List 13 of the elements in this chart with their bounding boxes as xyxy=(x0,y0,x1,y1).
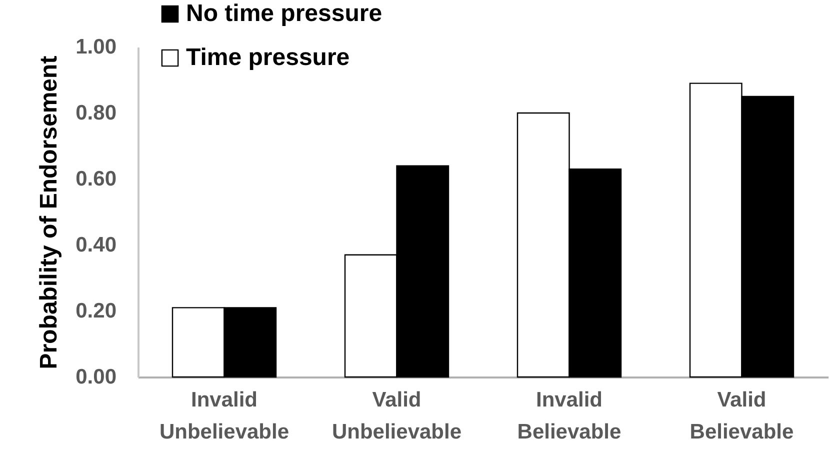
y-tick-label: 0.20 xyxy=(76,300,116,322)
x-tick-label: Invalid Unbelievable xyxy=(159,388,290,444)
y-tick-label: 0.00 xyxy=(76,366,116,388)
y-tick-label: 1.00 xyxy=(76,36,116,58)
x-tick-label: Valid Unbelievable xyxy=(332,388,462,444)
legend-label: No time pressure xyxy=(186,0,382,27)
y-tick-label: 0.80 xyxy=(76,102,116,124)
x-tick-label: Invalid Believable xyxy=(517,388,622,444)
x-tick-label: Valid Believable xyxy=(690,388,794,444)
y-tick-label: 0.60 xyxy=(76,168,116,190)
legend-label: Time pressure xyxy=(186,44,350,71)
y-axis-title: Probability of Endorsement xyxy=(36,56,63,370)
y-tick-label: 0.40 xyxy=(76,234,116,256)
